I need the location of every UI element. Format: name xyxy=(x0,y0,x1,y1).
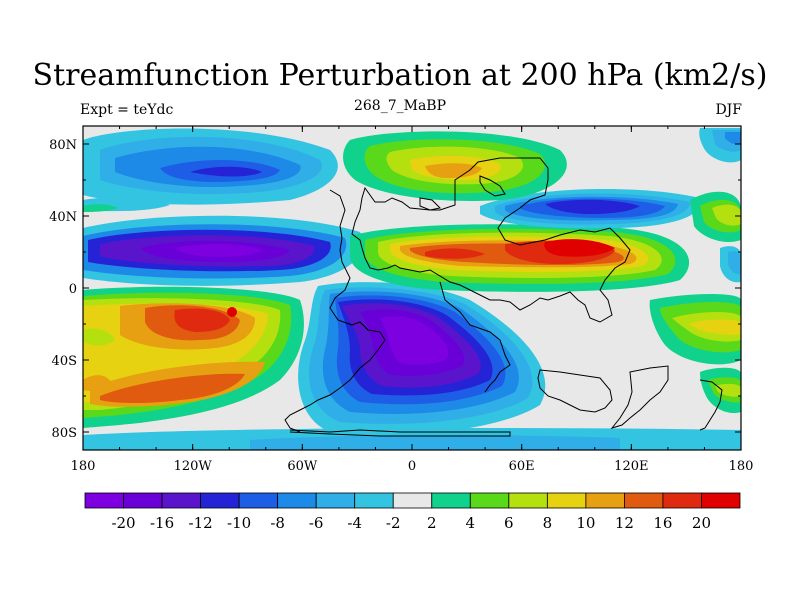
colorbar-label: -12 xyxy=(189,514,213,532)
colorbar-swatch xyxy=(84,492,124,509)
colorbar-swatch xyxy=(546,492,587,509)
season-label: DJF xyxy=(715,102,742,118)
colorbar-label: 10 xyxy=(576,514,595,532)
colorbar-label: -4 xyxy=(347,514,362,532)
colorbar-swatch xyxy=(392,492,433,509)
x-tick-label: 180 xyxy=(71,459,96,474)
colorbar-swatch xyxy=(238,492,279,509)
north-high-lat-low xyxy=(83,128,338,212)
colorbar-swatch xyxy=(662,492,702,509)
south-west-high xyxy=(83,286,304,428)
x-tick-label: 180 xyxy=(729,459,754,474)
case-label: 268_7_MaBP xyxy=(353,98,447,114)
colorbar-swatch xyxy=(354,492,394,509)
colorbar-label: -10 xyxy=(227,514,251,532)
colorbar-label: -8 xyxy=(270,514,285,532)
y-tick-label: 80S xyxy=(52,426,77,441)
map-title: Streamfunction Perturbation at 200 hPa (… xyxy=(32,58,768,93)
colorbar-swatch xyxy=(431,492,471,509)
y-tick-label: 40N xyxy=(49,210,77,225)
colorbar-label: 12 xyxy=(615,514,634,532)
colorbar-swatch xyxy=(508,492,548,509)
colorbar-swatch xyxy=(624,492,664,509)
experiment-label: Expt = teYdc xyxy=(80,102,174,118)
colorbar-swatch xyxy=(315,492,356,509)
colorbar-label: 4 xyxy=(466,514,476,532)
plot-area xyxy=(83,126,741,450)
x-tick-label: 0 xyxy=(408,459,416,474)
x-tick-label: 60W xyxy=(287,459,318,474)
colorbar-label: -16 xyxy=(150,514,174,532)
west-subtropical-low xyxy=(83,215,364,286)
colorbar: -20 -16 -12 -10 -8 -6 -4 -2 2 4 6 8 10 12 16 20 xyxy=(84,492,741,532)
north-asia-low xyxy=(480,188,701,229)
colorbar-label: -2 xyxy=(386,514,401,532)
colorbar-label: 20 xyxy=(692,514,711,532)
north-polar-high xyxy=(83,131,567,392)
y-tick-label: 40S xyxy=(52,354,77,369)
colorbar-swatch xyxy=(123,492,163,509)
x-tick-label: 120W xyxy=(174,459,213,474)
colorbar-label: 16 xyxy=(653,514,672,532)
y-tick-label: 0 xyxy=(69,282,77,297)
colorbar-swatch xyxy=(585,492,625,509)
x-tick-label: 120E xyxy=(614,459,648,474)
colorbar-label: -20 xyxy=(111,514,135,532)
central-south-low xyxy=(298,282,546,435)
colorbar-label: 6 xyxy=(504,514,514,532)
colorbar-label: 8 xyxy=(543,514,553,532)
colorbar-label: 2 xyxy=(427,514,437,532)
coastlines xyxy=(284,157,723,437)
colorbar-swatch xyxy=(469,492,510,509)
north-subtropical-high xyxy=(350,224,690,292)
axis-ticks: 180 120W 60W 0 60E 120E 180 80N 40N 0 40S 80S xyxy=(49,126,753,474)
x-tick-label: 60E xyxy=(509,459,535,474)
colorbar-swatch xyxy=(701,492,741,509)
colorbar-swatch xyxy=(200,492,240,509)
east-pacific-features xyxy=(83,128,741,450)
colorbar-label: -6 xyxy=(309,514,324,532)
colorbar-swatch xyxy=(277,492,317,509)
y-tick-label: 80N xyxy=(49,138,77,153)
colorbar-swatch xyxy=(161,492,201,509)
